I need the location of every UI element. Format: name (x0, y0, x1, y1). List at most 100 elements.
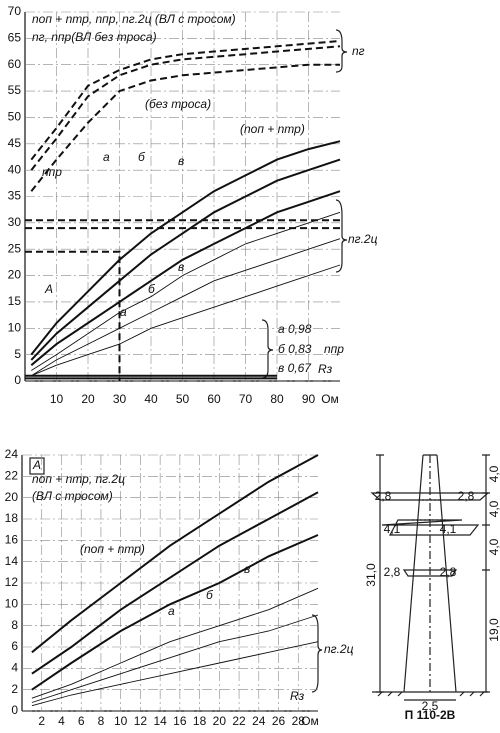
y-tick-label: 20 (8, 268, 22, 282)
x-tick-label: 30 (113, 392, 127, 406)
dimension-label: 2,8 (440, 565, 457, 579)
x-tick-label: 2 (38, 714, 45, 728)
x-tick-label: 4 (58, 714, 65, 728)
annotation: Rз (318, 362, 333, 376)
x-tick-label: 28 (292, 714, 306, 728)
y-tick-label: 10 (8, 320, 22, 334)
x-tick-label: 50 (176, 392, 190, 406)
dimension-label: 4,0 (487, 500, 500, 517)
y-tick-label: 22 (5, 469, 19, 483)
annotation: nг.2ц (348, 232, 378, 246)
dimension-label: 2,8 (375, 489, 392, 503)
annotation: б 0,83 (278, 342, 312, 356)
tower (370, 454, 490, 701)
dimension-label: 4,0 (487, 465, 500, 482)
annotation: б (148, 282, 156, 296)
x-tick-label: 70 (239, 392, 253, 406)
x-tick-label: 10 (50, 392, 64, 406)
x-tick-label: 20 (213, 714, 227, 728)
y-tick-label: 8 (11, 618, 18, 632)
annotation: (без троса) (145, 97, 211, 111)
dimension-label: 2,5 (422, 699, 439, 713)
annotation: nоп + nтр, nпр, nг.2ц (ВЛ с тросом) (32, 12, 236, 26)
dimension-label: 2,8 (458, 489, 475, 503)
annotation: nг.2ц (324, 642, 354, 656)
x-tick-label: 6 (78, 714, 85, 728)
y-tick-label: 24 (5, 447, 19, 461)
y-tick-label: 45 (8, 136, 22, 150)
line-series (31, 491, 319, 675)
annotation: (nоп + nтр) (240, 122, 305, 136)
y-tick-label: 70 (8, 4, 22, 18)
line-series (31, 587, 319, 699)
x-unit: Ом (321, 392, 339, 406)
line-series (31, 264, 341, 377)
x-tick-label: 14 (153, 714, 167, 728)
y-tick-label: 18 (5, 511, 19, 525)
brackets (29, 29, 348, 693)
dimension-label: 31,0 (364, 563, 378, 587)
y-tick-label: 0 (14, 373, 21, 387)
y-tick-label: 0 (11, 703, 18, 717)
y-tick-label: 40 (8, 162, 22, 176)
annotation: а (120, 305, 127, 319)
annotation: A (32, 458, 41, 472)
x-tick-label: 10 (114, 714, 128, 728)
y-tick-label: 65 (8, 31, 22, 45)
y-tick-label: 6 (11, 639, 18, 653)
x-tick-label: 26 (272, 714, 286, 728)
y-tick-label: 5 (14, 347, 21, 361)
y-tick-label: 4 (11, 661, 18, 675)
x-tick-label: 80 (270, 392, 284, 406)
annotation: nпр (324, 342, 344, 356)
y-tick-label: 30 (8, 215, 22, 229)
line-series (30, 140, 341, 356)
x-tick-label: 90 (302, 392, 316, 406)
annotation: (nоп + nтр) (80, 542, 145, 556)
annotation: в (178, 260, 184, 274)
x-tick-label: 20 (81, 392, 95, 406)
line-series (30, 63, 340, 192)
y-tick-label: 25 (8, 241, 22, 255)
annotation: (ВЛ с тросом) (32, 489, 113, 503)
x-unit: Ом (301, 714, 319, 728)
x-tick-label: 40 (144, 392, 158, 406)
annotation: nг, nпр(ВЛ без троса) (32, 30, 157, 44)
y-tick-label: 12 (5, 575, 19, 589)
line-series (25, 250, 121, 381)
annotation: nоп + nтр, nг.2ц (32, 472, 125, 486)
x-tick-label: 12 (134, 714, 148, 728)
y-tick-label: 20 (5, 490, 19, 504)
y-tick-label: 55 (8, 83, 22, 97)
annotation: б (206, 588, 214, 602)
annotation: в 0,67 (278, 361, 312, 375)
y-tick-label: 15 (8, 294, 22, 308)
x-tick-label: 60 (207, 392, 221, 406)
dimension-label: 4,1 (440, 522, 457, 536)
line-series (31, 641, 319, 707)
dimension-label: 4,1 (384, 522, 401, 536)
line-series (31, 454, 319, 654)
x-tick-label: 24 (252, 714, 266, 728)
dimension-label: 2,8 (384, 565, 401, 579)
x-tick-label: 8 (98, 714, 105, 728)
annotation: в (178, 154, 184, 168)
annotation: Rз (290, 689, 305, 703)
annotation: а (103, 150, 110, 164)
y-tick-label: 16 (5, 533, 19, 547)
y-tick-label: 14 (5, 554, 19, 568)
annotation: nпр (42, 165, 62, 179)
line-series (31, 614, 319, 703)
line-series (31, 238, 341, 377)
dimension-label: 4,0 (487, 538, 500, 555)
annotation: nг (352, 44, 365, 58)
y-tick-label: 50 (8, 110, 22, 124)
diagram-caption: П 110-2В (405, 708, 456, 722)
line-series (30, 190, 341, 366)
annotation: б (138, 150, 146, 164)
line-series (30, 45, 341, 171)
tower-labels: 2,8 2,8 4,1 4,1 2,8 2,8 2,5 31,0 4,0 4,0 4,0 19,0 (364, 465, 500, 713)
x-tick-label: 16 (173, 714, 187, 728)
line-series (30, 40, 341, 161)
